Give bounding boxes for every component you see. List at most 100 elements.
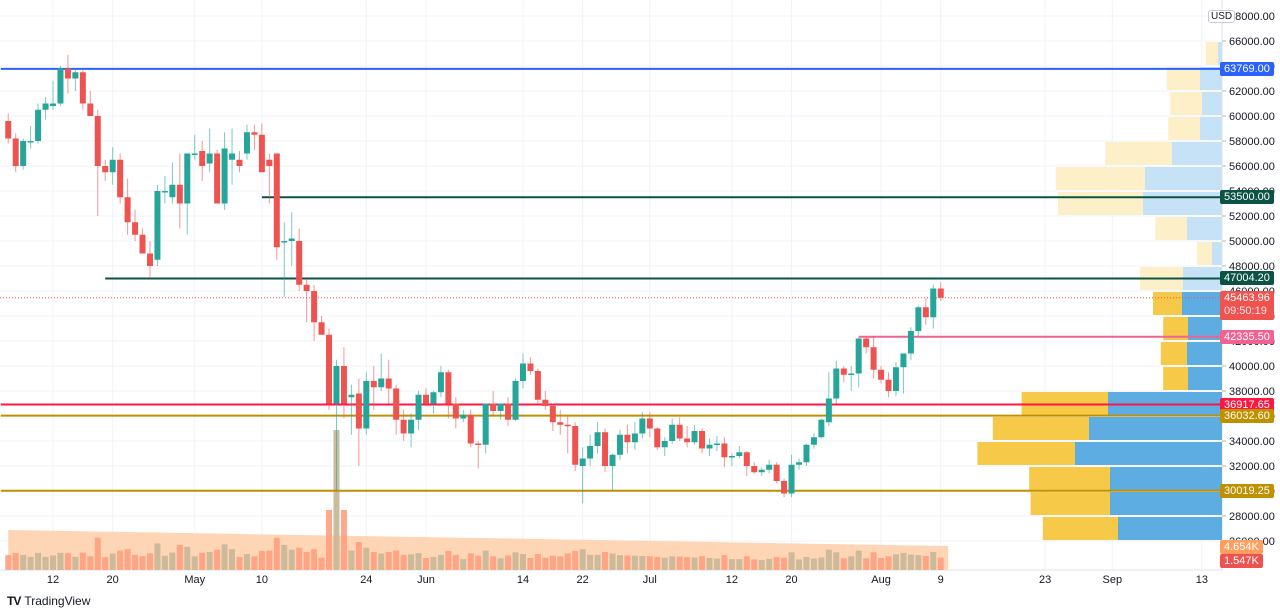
candle-body (467, 414, 474, 444)
candle-body (654, 428, 661, 448)
candle-body (848, 373, 855, 375)
candle-body (639, 418, 646, 434)
candle-body (169, 184, 176, 198)
candle-body (482, 403, 489, 445)
volume-bar (199, 552, 206, 570)
volume-bar (736, 559, 743, 570)
candle-body (512, 381, 519, 420)
vp-buy-bar (1089, 417, 1222, 440)
candle-body (87, 103, 94, 116)
volume-bar (855, 550, 862, 570)
vp-sell-bar (1029, 467, 1110, 490)
volume-bar (542, 557, 549, 570)
volume-bar (676, 556, 683, 570)
volume-bar (184, 546, 191, 570)
volume-bar (519, 554, 526, 570)
volume-bar (616, 555, 623, 570)
volume-bar (12, 553, 19, 570)
candle-body (624, 434, 631, 443)
volume-bar (691, 557, 698, 570)
candle-body (5, 121, 12, 139)
tradingview-logo-icon: TV (7, 594, 21, 608)
volume-bar (639, 556, 646, 570)
volume-bar (833, 552, 840, 570)
candle-body (393, 388, 400, 420)
candle-body (758, 469, 765, 473)
price-tag-47004.20: 47004.20 (1220, 271, 1274, 286)
volume-histogram (5, 430, 949, 570)
candle-body (437, 372, 444, 393)
tradingview-logo[interactable]: TV TradingView (7, 594, 90, 608)
last-price-value: 45463.96 (1224, 291, 1270, 304)
vp-buy-bar (1200, 117, 1222, 140)
candle-body (400, 419, 407, 434)
candle-body (937, 288, 944, 298)
volume-bar (340, 510, 347, 570)
candle-body (490, 403, 497, 411)
price-tag-53500.00: 53500.00 (1220, 190, 1274, 205)
horizontal-levels[interactable] (0, 67, 1222, 492)
candle-body (721, 443, 728, 458)
currency-badge[interactable]: USD (1208, 10, 1236, 23)
volume-bar (35, 552, 42, 570)
candle-body (273, 153, 280, 248)
x-tick-label: 14 (517, 574, 529, 586)
candle-body (79, 72, 86, 104)
candle-body (534, 371, 541, 400)
volume-bar (132, 554, 139, 570)
candle-body (460, 414, 467, 419)
candle-body (669, 424, 676, 441)
candle-body (661, 441, 668, 448)
vp-buy-bar (1202, 92, 1222, 115)
x-tick-label: 10 (256, 574, 268, 586)
vp-sell-bar (1197, 242, 1212, 265)
x-tick-label: May (184, 574, 205, 586)
volume-bar (355, 542, 362, 570)
x-tick-label: 12 (47, 574, 59, 586)
candle-body (542, 399, 549, 406)
candle-body (840, 368, 847, 375)
candle-body (378, 378, 385, 388)
candle-body (94, 116, 101, 166)
vp-sell-bar (1168, 117, 1200, 140)
candle-body (751, 466, 758, 473)
price-tag-63769.00: 63769.00 (1220, 61, 1274, 76)
candle-body (564, 424, 571, 427)
volume-bar (176, 544, 183, 570)
volume-bar (266, 550, 273, 570)
candle-body (333, 366, 340, 404)
candle-body (251, 132, 258, 135)
volume-bar (863, 558, 870, 570)
vp-buy-bar (1118, 517, 1222, 540)
candle-body (363, 381, 370, 429)
volume-bar (482, 550, 489, 570)
candle-body (266, 159, 273, 166)
volume-bar (713, 558, 720, 570)
volume-bar (124, 549, 131, 570)
vp-buy-bar (1200, 67, 1222, 90)
x-tick-label: 9 (938, 574, 944, 586)
candle-body (139, 234, 146, 254)
candle-body (527, 363, 534, 371)
price-tag-36917.65: 36917.65 (1220, 397, 1274, 412)
volume-bar (423, 558, 429, 570)
candle-body (385, 378, 392, 389)
vp-buy-bar (1187, 342, 1222, 365)
y-tick-label: 60000.00 (1229, 111, 1275, 123)
volume-bar (139, 556, 146, 570)
vp-sell-bar (1042, 517, 1118, 540)
candle-body (184, 153, 191, 204)
volume-bar (796, 559, 802, 570)
candle-body (870, 347, 877, 370)
candle-body (676, 424, 683, 439)
vp-sell-bar (1055, 167, 1145, 190)
volume-bar (72, 556, 79, 570)
time-axis[interactable]: 12 20 May 10 24 Jun 14 22 Jul 12 20 Aug 9 23 Sep 13 (47, 574, 1208, 586)
volume-bar (5, 555, 12, 570)
candle-body (161, 191, 168, 193)
candle-body (348, 394, 355, 398)
volume-bar (214, 549, 221, 570)
volume-bar (415, 553, 422, 570)
volume-bar (922, 556, 929, 570)
